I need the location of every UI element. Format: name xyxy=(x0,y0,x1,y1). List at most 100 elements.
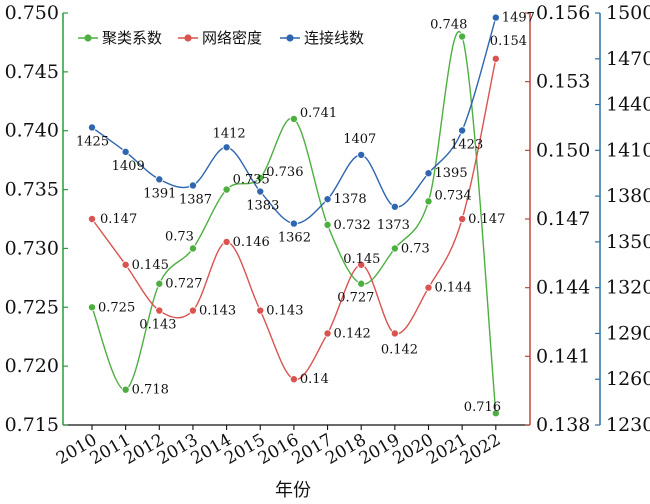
right2-tick-label: 1500 xyxy=(606,2,650,24)
data-label-clustering: 0.748 xyxy=(430,18,467,33)
data-point-clustering xyxy=(256,173,265,182)
data-label-links: 1383 xyxy=(246,199,279,214)
data-label-links: 1412 xyxy=(213,126,246,141)
right1-tick-label: 0.138 xyxy=(536,414,590,436)
data-point-clustering xyxy=(289,114,298,123)
data-point-links xyxy=(390,202,399,211)
legend-entry-clustering: 聚类系数 xyxy=(102,29,162,47)
data-label-density: 0.143 xyxy=(199,304,236,319)
right1-tick-label: 0.153 xyxy=(536,71,590,93)
legend-swatch-marker xyxy=(286,34,294,42)
data-point-density xyxy=(390,329,399,338)
right1-tick-label: 0.147 xyxy=(536,208,590,230)
data-point-clustering xyxy=(424,197,433,206)
right1-tick-label: 0.144 xyxy=(536,277,590,299)
data-label-density: 0.143 xyxy=(139,318,176,333)
data-label-density: 0.145 xyxy=(343,252,380,267)
data-label-density: 0.142 xyxy=(334,326,371,341)
data-label-links: 1373 xyxy=(377,218,410,233)
data-point-links xyxy=(155,175,164,184)
data-label-links: 1423 xyxy=(450,137,483,152)
left-tick-label: 0.735 xyxy=(5,179,59,201)
data-label-density: 0.146 xyxy=(233,235,270,250)
lines-layer xyxy=(91,17,497,414)
data-label-links: 1409 xyxy=(112,159,145,174)
data-label-density: 0.144 xyxy=(435,281,472,296)
data-label-links: 1378 xyxy=(334,192,367,207)
data-label-density: 0.142 xyxy=(381,342,418,357)
data-point-density xyxy=(323,329,332,338)
data-label-density: 0.145 xyxy=(132,258,169,273)
data-point-links xyxy=(188,181,197,190)
data-point-density xyxy=(188,306,197,315)
data-label-links: 1425 xyxy=(76,134,109,149)
right1-tick-label: 0.156 xyxy=(536,2,590,24)
right2-tick-label: 1440 xyxy=(606,94,650,116)
data-point-links xyxy=(88,123,97,132)
series-line-density xyxy=(91,58,497,380)
data-point-links xyxy=(256,187,265,196)
right2-tick-label: 1350 xyxy=(606,231,650,253)
data-point-clustering xyxy=(357,279,366,288)
data-point-links xyxy=(357,150,366,159)
data-label-density: 0.154 xyxy=(490,34,527,49)
right2-tick-label: 1230 xyxy=(606,414,650,436)
x-axis-title: 年份 xyxy=(275,480,311,501)
data-point-links xyxy=(491,13,500,22)
points-layer xyxy=(88,13,500,418)
data-label-clustering: 0.734 xyxy=(435,188,472,203)
data-point-clustering xyxy=(121,385,130,394)
data-point-clustering xyxy=(222,185,231,194)
legend-swatch-marker xyxy=(184,34,192,42)
right1-tick-label: 0.150 xyxy=(536,139,590,161)
data-label-clustering: 0.727 xyxy=(337,291,374,306)
left-tick-label: 0.745 xyxy=(5,61,59,83)
left-tick-label: 0.730 xyxy=(5,237,59,259)
data-label-clustering: 0.73 xyxy=(401,241,430,256)
data-point-density xyxy=(357,260,366,269)
data-point-density xyxy=(424,283,433,292)
right2-tick-label: 1410 xyxy=(606,139,650,161)
data-label-links: 1391 xyxy=(143,186,176,201)
right1-tick-label: 0.141 xyxy=(536,345,590,367)
data-point-density xyxy=(155,306,164,315)
data-label-links: 1497 xyxy=(502,11,535,26)
right2-tick-label: 1260 xyxy=(606,368,650,390)
left-tick-label: 0.715 xyxy=(5,414,59,436)
right2-tick-label: 1290 xyxy=(606,322,650,344)
data-point-links xyxy=(424,169,433,178)
left-tick-label: 0.720 xyxy=(5,355,59,377)
data-point-links xyxy=(121,147,130,156)
data-point-clustering xyxy=(458,32,467,41)
data-label-density: 0.143 xyxy=(266,304,303,319)
data-label-clustering: 0.732 xyxy=(334,218,371,233)
data-label-clustering: 0.741 xyxy=(300,106,337,121)
right2-tick-label: 1470 xyxy=(606,48,650,70)
data-point-clustering xyxy=(491,409,500,418)
data-label-density: 0.147 xyxy=(100,212,137,227)
data-label-links: 1362 xyxy=(278,231,311,246)
left-tick-label: 0.725 xyxy=(5,296,59,318)
legend-entry-density: 网络密度 xyxy=(202,29,262,47)
data-point-density xyxy=(256,306,265,315)
data-label-links: 1395 xyxy=(435,166,468,181)
legend: 聚类系数 网络密度 连接线数 xyxy=(78,29,364,47)
right2-tick-label: 1320 xyxy=(606,277,650,299)
data-point-density xyxy=(491,54,500,63)
data-point-density xyxy=(458,214,467,223)
data-point-clustering xyxy=(88,303,97,312)
data-point-density xyxy=(121,260,130,269)
data-label-clustering: 0.736 xyxy=(266,165,303,180)
data-point-links xyxy=(323,195,332,204)
data-point-links xyxy=(289,219,298,228)
data-label-clustering: 0.73 xyxy=(165,229,194,244)
left-tick-label: 0.750 xyxy=(5,2,59,24)
data-point-density xyxy=(289,375,298,384)
data-point-density xyxy=(222,237,231,246)
right2-tick-label: 1380 xyxy=(606,185,650,207)
data-label-clustering: 0.716 xyxy=(464,400,501,415)
data-point-density xyxy=(88,214,97,223)
data-label-density: 0.14 xyxy=(300,372,329,387)
data-point-clustering xyxy=(323,220,332,229)
